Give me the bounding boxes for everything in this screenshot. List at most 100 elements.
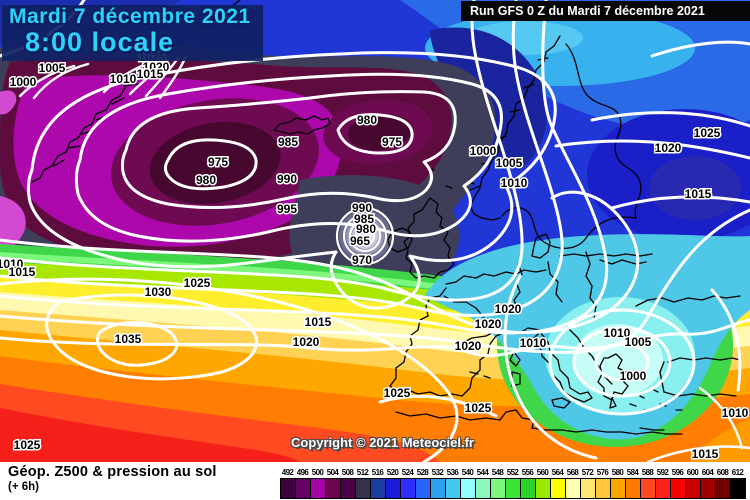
copyright-text: Copyright © 2021 Meteociel.fr bbox=[291, 435, 474, 450]
forecast-hour: (+ 6h) bbox=[8, 481, 39, 493]
colorbar-value: 536 bbox=[446, 468, 459, 477]
map-svg: 1005100010251020101510109859809759759809… bbox=[0, 0, 750, 462]
pressure-label: 1000 bbox=[620, 369, 647, 383]
colorbar-swatch bbox=[596, 478, 611, 499]
colorbar-swatch bbox=[521, 478, 536, 499]
colorbar-value: 584 bbox=[626, 468, 639, 477]
pressure-label: 1015 bbox=[685, 187, 712, 201]
pressure-label: 995 bbox=[277, 202, 297, 216]
colorbar-value: 600 bbox=[686, 468, 699, 477]
pressure-label: 1005 bbox=[625, 335, 652, 349]
colorbar-value: 564 bbox=[551, 468, 564, 477]
map-title: Géop. Z500 & pression au sol bbox=[8, 464, 217, 480]
pressure-label: 985 bbox=[278, 135, 298, 149]
pressure-label: 1000 bbox=[470, 144, 497, 158]
colorbar-swatch bbox=[611, 478, 626, 499]
pressure-label: 1010 bbox=[722, 406, 749, 420]
colorbar-swatch bbox=[491, 478, 506, 499]
coastlines bbox=[31, 0, 741, 435]
pressure-label: 1015 bbox=[305, 315, 332, 329]
pressure-label: 975 bbox=[208, 155, 228, 169]
colorbar-swatch bbox=[341, 478, 356, 499]
colorbar-swatch bbox=[506, 478, 521, 499]
pressure-label: 1025 bbox=[14, 438, 41, 452]
colorbar-swatch bbox=[356, 478, 371, 499]
date-label: Mardi 7 décembre 2021 bbox=[9, 5, 251, 28]
pressure-label: 965 bbox=[350, 234, 370, 248]
colorbar-swatch bbox=[296, 478, 311, 499]
pressure-label: 980 bbox=[196, 173, 216, 187]
pressure-label: 1025 bbox=[465, 401, 492, 415]
pressure-labels: 1005100010251020101510109859809759759809… bbox=[0, 49, 750, 463]
pressure-label: 1005 bbox=[496, 156, 523, 170]
colorbar-value: 528 bbox=[416, 468, 429, 477]
pressure-label: 970 bbox=[352, 253, 372, 267]
colorbar-values: 492 496 500 504 508 512 516 520 524 528 532 536 540 5… bbox=[280, 468, 745, 477]
colorbar-value: 612 bbox=[731, 468, 744, 477]
colorbar-value: 548 bbox=[491, 468, 504, 477]
colorbar-swatch bbox=[311, 478, 326, 499]
colorbar-value: 608 bbox=[716, 468, 729, 477]
colorbar-swatch bbox=[671, 478, 686, 499]
pressure-label: 1015 bbox=[137, 67, 164, 81]
colorbar-swatch bbox=[731, 478, 746, 499]
pressure-label: 1015 bbox=[9, 265, 36, 279]
colorbar-value: 572 bbox=[581, 468, 594, 477]
pressure-label: 1030 bbox=[145, 285, 172, 299]
pressure-label: 1020 bbox=[143, 60, 170, 74]
model-run-label: Run GFS 0 Z du Mardi 7 décembre 2021 bbox=[470, 4, 705, 18]
colorbar-swatch bbox=[431, 478, 446, 499]
pressure-label: 980 bbox=[356, 222, 376, 236]
colorbar-swatch bbox=[581, 478, 596, 499]
pressure-label: 1025 bbox=[384, 386, 411, 400]
colorbar-value: 500 bbox=[311, 468, 324, 477]
pressure-label: 1010 bbox=[604, 326, 631, 340]
colorbar-swatch bbox=[371, 478, 386, 499]
pressure-label: 980 bbox=[357, 113, 377, 127]
colorbar-swatch bbox=[716, 478, 731, 499]
pressure-label: 1010 bbox=[501, 176, 528, 190]
colorbar-value: 504 bbox=[326, 468, 339, 477]
colorbar-swatch bbox=[566, 478, 581, 499]
colorbar-value: 512 bbox=[356, 468, 369, 477]
pressure-label: 1010 bbox=[0, 257, 24, 271]
colorbar-value: 524 bbox=[401, 468, 414, 477]
pressure-label: 1010 bbox=[520, 336, 547, 350]
colorbar-swatch bbox=[446, 478, 461, 499]
pressure-label: 1020 bbox=[475, 317, 502, 331]
pressure-label: 1025 bbox=[694, 126, 721, 140]
pressure-label: 1020 bbox=[655, 141, 682, 155]
colorbar-swatches bbox=[280, 478, 746, 499]
pressure-label: 990 bbox=[352, 201, 372, 215]
colorbar-swatch bbox=[641, 478, 656, 499]
colorbar-value: 596 bbox=[671, 468, 684, 477]
pressure-label: 1020 bbox=[495, 302, 522, 316]
colorbar-swatch bbox=[326, 478, 341, 499]
pressure-label: 985 bbox=[354, 212, 374, 226]
colorbar-swatch bbox=[280, 478, 296, 499]
colorbar-swatch bbox=[686, 478, 701, 499]
pressure-label: 1010 bbox=[110, 72, 137, 86]
colorbar-swatch bbox=[656, 478, 671, 499]
colorbar-value: 508 bbox=[341, 468, 354, 477]
colorbar-swatch bbox=[536, 478, 551, 499]
pressure-label: 1035 bbox=[115, 332, 142, 346]
time-label: 8:00 locale bbox=[25, 27, 175, 58]
colorbar-value: 592 bbox=[656, 468, 669, 477]
colorbar-value: 588 bbox=[641, 468, 654, 477]
colorbar-value: 604 bbox=[701, 468, 714, 477]
colorbar-value: 544 bbox=[476, 468, 489, 477]
model-run-box: Run GFS 0 Z du Mardi 7 décembre 2021 bbox=[461, 1, 750, 21]
colorbar-swatch bbox=[416, 478, 431, 499]
pressure-label: 1000 bbox=[10, 75, 37, 89]
colorbar-swatch bbox=[551, 478, 566, 499]
colorbar-value: 532 bbox=[431, 468, 444, 477]
weather-map: 1005100010251020101510109859809759759809… bbox=[0, 0, 750, 462]
colorbar-value: 552 bbox=[506, 468, 519, 477]
pressure-label: 1005 bbox=[39, 61, 66, 75]
colorbar-value: 496 bbox=[296, 468, 309, 477]
colorbar-swatch bbox=[386, 478, 401, 499]
pressure-label: 975 bbox=[382, 135, 402, 149]
colorbar-value: 556 bbox=[521, 468, 534, 477]
